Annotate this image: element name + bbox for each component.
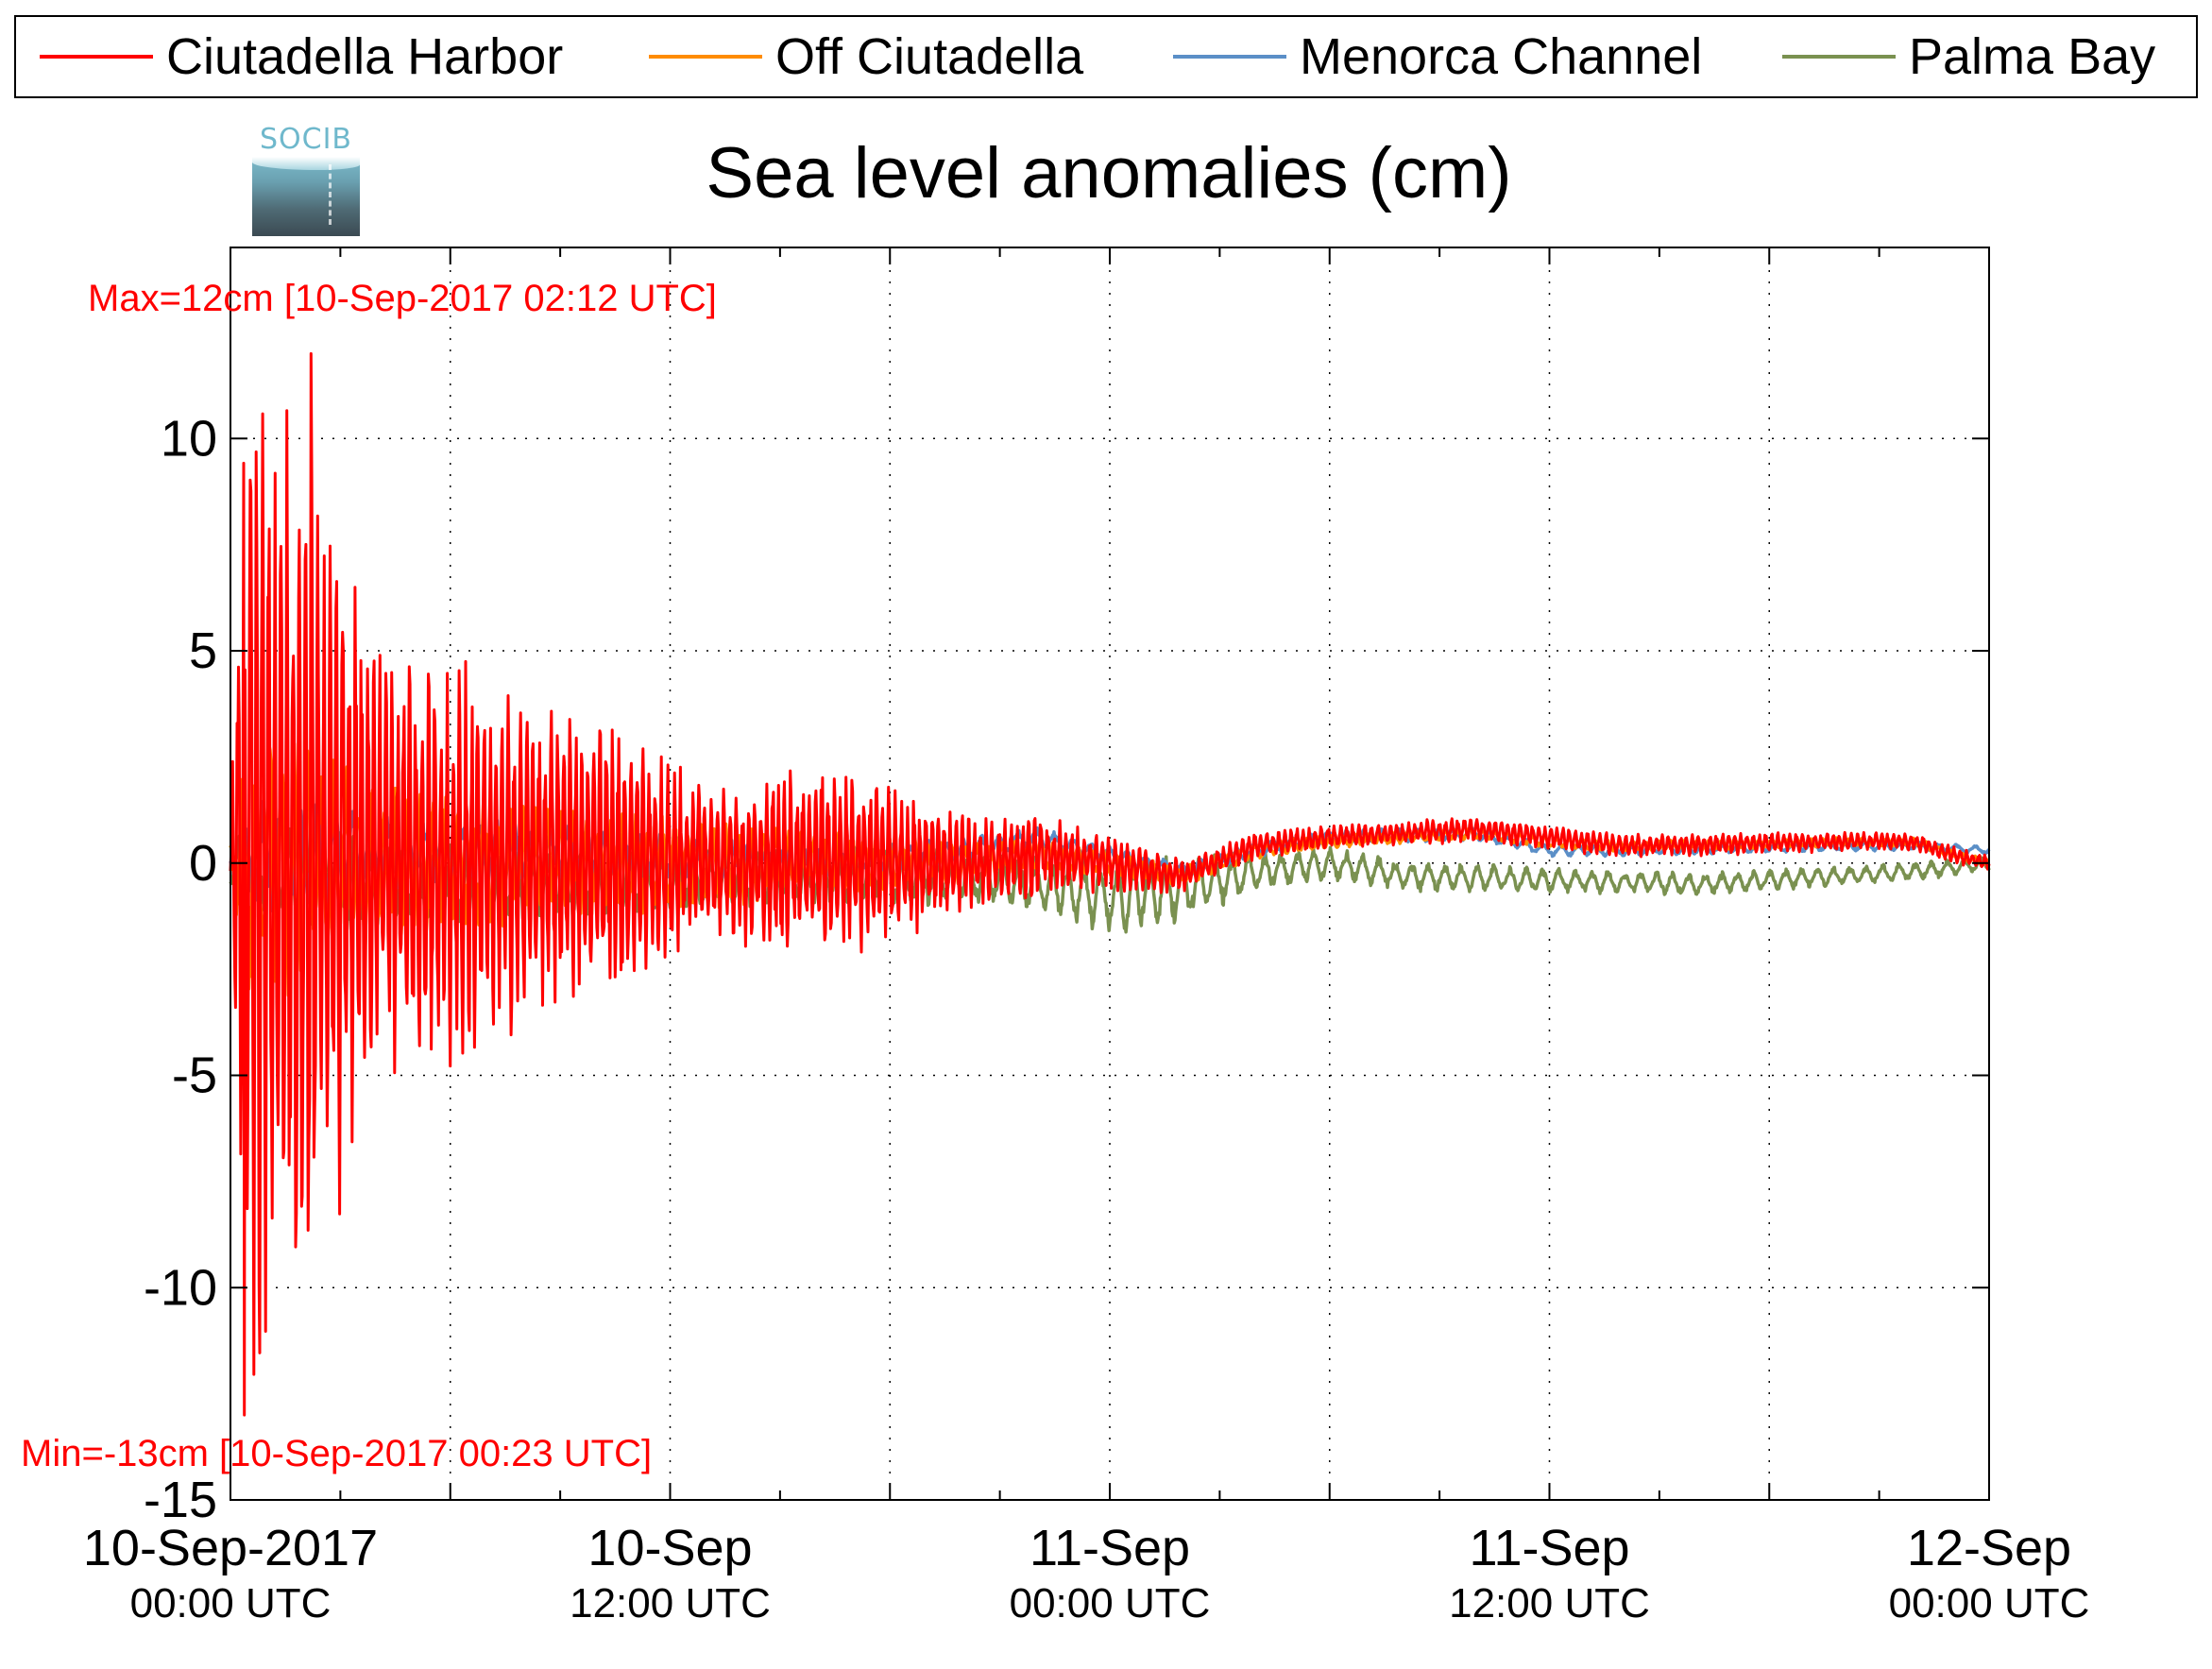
legend-label-menorca-channel: Menorca Channel xyxy=(1300,28,1703,85)
x-tick-label-time: 00:00 UTC xyxy=(1889,1580,2090,1626)
x-tick-label-time: 00:00 UTC xyxy=(130,1580,332,1626)
min-annotation: Min=-13cm [10-Sep-2017 00:23 UTC] xyxy=(21,1433,652,1474)
series-line-ciutadella-harbor xyxy=(229,351,1991,1417)
logo-text: SOCIB xyxy=(259,123,353,156)
y-tick-label: -10 xyxy=(144,1259,217,1316)
y-tick-label: -5 xyxy=(172,1047,217,1104)
grid xyxy=(230,247,1989,1500)
x-tick-label-time: 12:00 UTC xyxy=(1449,1580,1650,1626)
legend-item-menorca-channel: Menorca Channel xyxy=(1173,17,1702,96)
axis-ticks xyxy=(230,247,1990,1501)
max-annotation: Max=12cm [10-Sep-2017 02:12 UTC] xyxy=(88,278,717,319)
legend-swatch-off-ciutadella xyxy=(649,55,762,59)
legend-swatch-ciutadella-harbor xyxy=(40,55,153,59)
x-tick-label-date: 11-Sep xyxy=(1469,1520,1629,1576)
logo-tide-gauge-graphic xyxy=(329,164,332,225)
legend: Ciutadella Harbor Off Ciutadella Menorca… xyxy=(14,15,2198,98)
legend-item-off-ciutadella: Off Ciutadella xyxy=(649,17,1083,96)
legend-label-palma-bay: Palma Bay xyxy=(1909,28,2156,85)
y-tick-label: 10 xyxy=(161,410,217,467)
logo-wave-graphic xyxy=(252,157,360,170)
y-tick-label: 0 xyxy=(189,835,217,892)
x-tick-label-date: 12-Sep xyxy=(1907,1520,2071,1576)
legend-item-palma-bay: Palma Bay xyxy=(1782,17,2155,96)
y-tick-label: 5 xyxy=(189,622,217,679)
x-tick-label-date: 11-Sep xyxy=(1029,1520,1190,1576)
y-tick-label: -15 xyxy=(144,1472,217,1528)
chart-title: Sea level anomalies (cm) xyxy=(706,133,1512,213)
legend-swatch-menorca-channel xyxy=(1173,55,1286,59)
x-tick-label-time: 00:00 UTC xyxy=(1010,1580,1211,1626)
x-tick-label-time: 12:00 UTC xyxy=(570,1580,771,1626)
legend-item-ciutadella-harbor: Ciutadella Harbor xyxy=(40,17,563,96)
legend-swatch-palma-bay xyxy=(1782,55,1896,59)
x-tick-label-date: 10-Sep-2017 xyxy=(83,1520,378,1576)
x-tick-label-date: 10-Sep xyxy=(587,1520,752,1576)
series-lines xyxy=(229,351,1991,1417)
legend-label-ciutadella-harbor: Ciutadella Harbor xyxy=(166,28,564,85)
socib-logo: SOCIB xyxy=(249,123,363,236)
legend-label-off-ciutadella: Off Ciutadella xyxy=(775,28,1084,85)
logo-graphic xyxy=(252,159,360,236)
